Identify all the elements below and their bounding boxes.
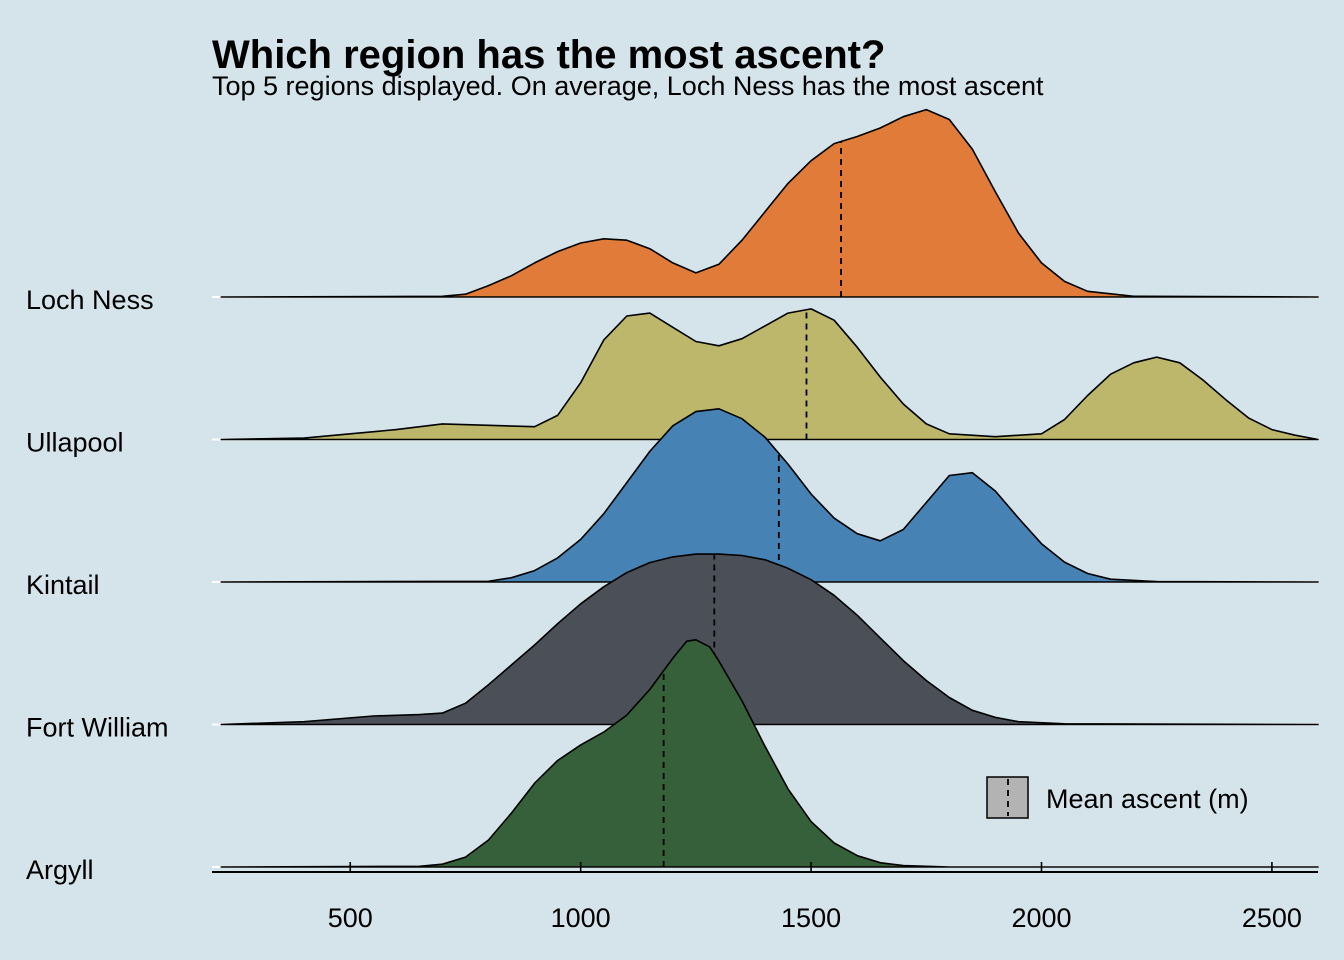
category-label: Loch Ness xyxy=(26,285,154,315)
ridges xyxy=(220,108,1319,868)
category-label: Argyll xyxy=(26,855,94,885)
tick-label: 1000 xyxy=(551,903,611,933)
density-area xyxy=(220,408,1319,583)
ridge-kintail xyxy=(220,408,1319,583)
tick-label: 2500 xyxy=(1242,903,1302,933)
x-axis: 500 1000 1500 2000 2500 xyxy=(212,862,1318,933)
tick-label: 500 xyxy=(328,903,373,933)
category-label: Fort William xyxy=(26,713,169,743)
legend-key xyxy=(986,776,1029,819)
density-area xyxy=(220,108,1319,298)
legend: Mean ascent (m) xyxy=(986,776,1249,819)
tick-label: 1500 xyxy=(781,903,841,933)
chart-subtitle: Top 5 regions displayed. On average, Loc… xyxy=(212,71,1044,101)
category-labels: Loch Ness Ullapool Kintail Fort William Argy… xyxy=(26,285,169,885)
ridge-ullapool xyxy=(220,308,1319,441)
category-label: Kintail xyxy=(26,570,100,600)
density-area xyxy=(220,639,1319,868)
ridge-fort-william xyxy=(220,553,1319,726)
ridge-argyll xyxy=(220,639,1319,868)
density-area xyxy=(220,553,1319,726)
chart-title: Which region has the most ascent? xyxy=(212,33,885,77)
tick-label: 2000 xyxy=(1011,903,1071,933)
density-area xyxy=(220,308,1319,441)
category-label: Ullapool xyxy=(26,428,124,458)
legend-label: Mean ascent (m) xyxy=(1046,784,1249,814)
ridge-loch-ness xyxy=(220,108,1319,298)
